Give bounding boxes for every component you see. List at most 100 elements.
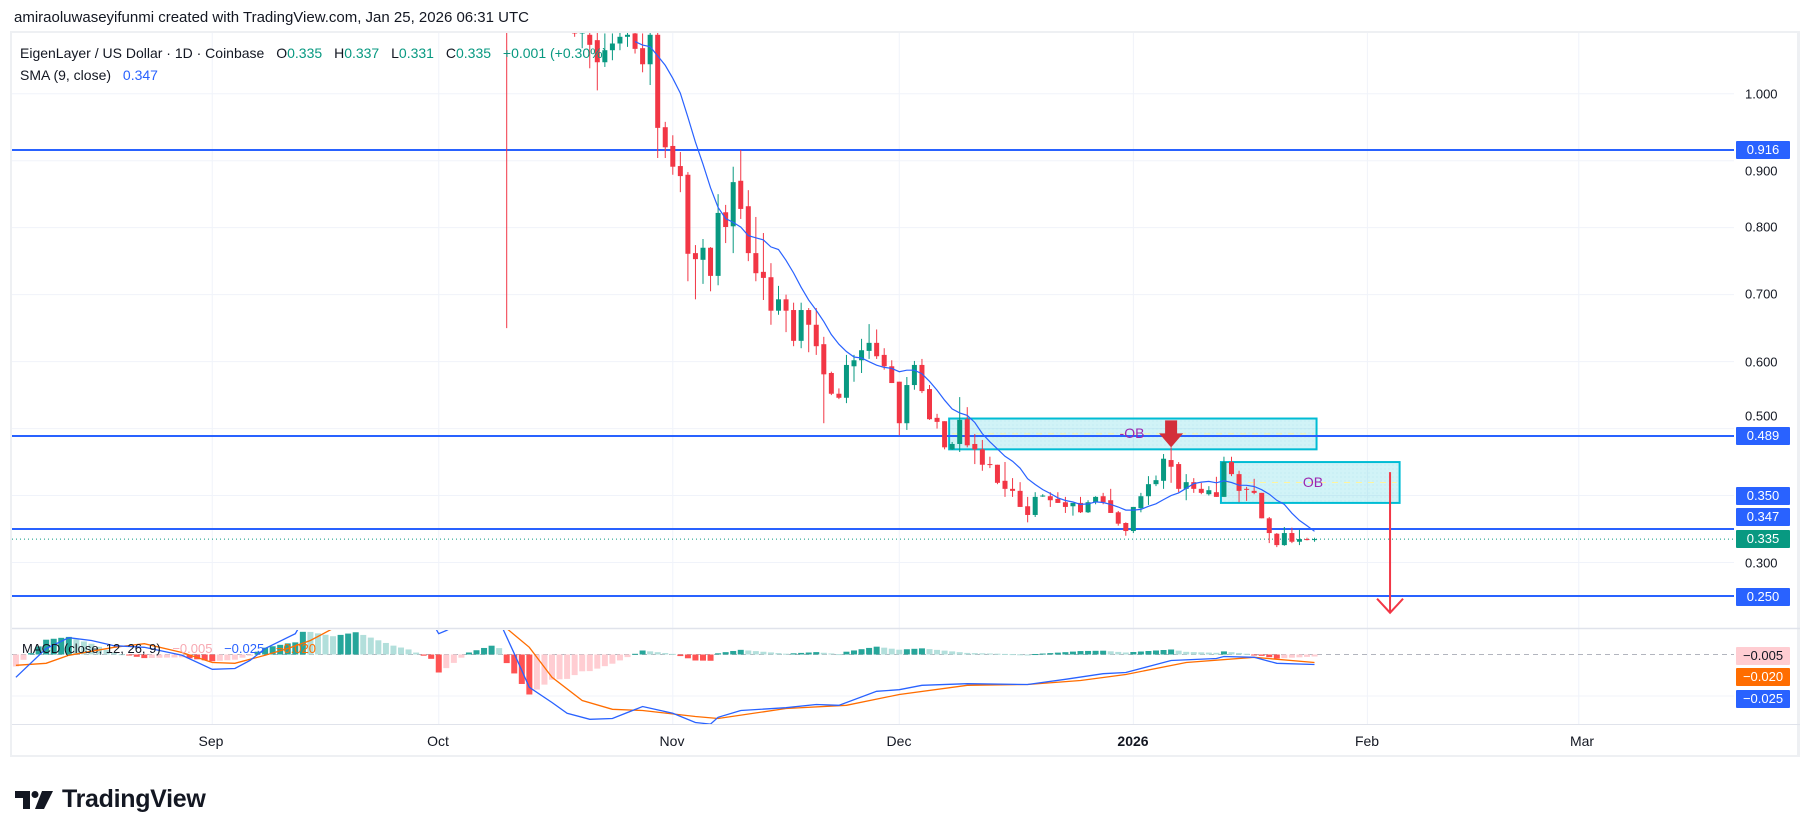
- sma-value: 0.347: [122, 67, 158, 83]
- macd-histogram-bar: [737, 649, 744, 655]
- candle-body: [979, 449, 985, 465]
- candle: [776, 285, 781, 315]
- macd-histogram-bar: [360, 634, 367, 655]
- candle-body: [587, 34, 593, 45]
- macd-histogram-bar: [277, 644, 284, 655]
- candle: [859, 338, 865, 373]
- candle: [738, 149, 744, 219]
- macd-histogram-bar: [934, 649, 941, 655]
- candle-body: [685, 174, 691, 254]
- candle: [828, 371, 834, 396]
- candle: [1236, 470, 1242, 503]
- macd-histogram-bar: [1175, 650, 1182, 655]
- macd-histogram-bar: [760, 651, 767, 655]
- level-label-0489: 0.489: [1736, 427, 1790, 445]
- candle: [1040, 494, 1046, 497]
- macd-histogram-label: −0.005: [1736, 647, 1790, 665]
- sma-legend[interactable]: SMA (9, close) 0.347: [20, 67, 158, 83]
- candle: [1108, 488, 1114, 513]
- macd-histogram-bar: [549, 654, 555, 680]
- macd-histogram-bar: [1002, 653, 1008, 655]
- candle-body: [1176, 464, 1182, 489]
- macd-histogram-bar: [314, 633, 321, 655]
- candle-body: [783, 299, 789, 311]
- macd-histogram-bar: [405, 649, 412, 655]
- candle-body: [1183, 482, 1189, 489]
- macd-signal-line: [15, 630, 1315, 720]
- candle-body: [994, 464, 1000, 483]
- symbol-legend[interactable]: EigenLayer / US Dollar · 1D · Coinbase O…: [20, 45, 607, 61]
- macd-histogram-bar: [556, 654, 563, 680]
- macd-histogram-bar: [971, 653, 978, 655]
- macd-histogram-bar: [1198, 652, 1205, 655]
- macd-histogram-bar: [80, 641, 87, 655]
- macd-histogram-bar: [767, 652, 774, 655]
- candle-body: [859, 350, 865, 361]
- candle-body: [1025, 506, 1031, 515]
- macd-histogram-bar: [96, 646, 102, 655]
- macd-histogram-bar: [1160, 650, 1167, 655]
- candle-body: [1032, 496, 1038, 515]
- macd-histogram-bar: [1288, 654, 1295, 658]
- macd-histogram-bar: [918, 648, 925, 655]
- macd-histogram-bar: [224, 654, 231, 661]
- candle-body: [655, 34, 661, 128]
- macd-legend[interactable]: MACD (close, 12, 26, 9) −0.005 −0.025 −0…: [22, 641, 316, 656]
- candle: [904, 377, 910, 430]
- sma-price-label: 0.347: [1736, 508, 1790, 526]
- macd-histogram-bar: [881, 647, 888, 655]
- symbol-title: EigenLayer / US Dollar · 1D · Coinbase: [20, 45, 265, 61]
- candle: [1047, 492, 1053, 507]
- macd-histogram-bar: [126, 654, 133, 656]
- candle-body: [572, 33, 578, 34]
- macd-histogram-bar: [994, 653, 1001, 655]
- macd-histogram-bar: [1273, 654, 1280, 659]
- macd-histogram-bar: [707, 654, 714, 661]
- macd-histogram-bar: [375, 640, 382, 655]
- macd-histogram-bar: [1077, 651, 1084, 655]
- macd-signal-value: −0.020: [275, 641, 316, 656]
- candles: [506, 33, 1318, 548]
- sma-layer: [634, 41, 1315, 532]
- macd-histogram-bar: [616, 654, 623, 661]
- macd-histogram-bar: [949, 651, 956, 655]
- candle-body: [866, 342, 872, 351]
- candle: [1266, 516, 1272, 544]
- candle-body: [942, 421, 948, 448]
- candle: [685, 172, 691, 282]
- candle: [1070, 502, 1076, 516]
- candle-body: [964, 419, 970, 446]
- candle: [1002, 462, 1008, 497]
- macd-histogram-bar: [465, 652, 472, 655]
- candle: [1115, 510, 1121, 526]
- candle: [896, 381, 902, 436]
- macd-histogram-bar: [632, 653, 639, 655]
- order-block-boxes: [948, 417, 1401, 504]
- candle: [1183, 474, 1189, 501]
- candle-body: [851, 360, 857, 367]
- candle: [934, 413, 940, 429]
- candle: [1312, 537, 1318, 542]
- macd-histogram-bar: [1085, 650, 1092, 655]
- candle-body: [1123, 523, 1129, 532]
- tradingview-logo[interactable]: TradingView: [15, 785, 206, 814]
- macd-histogram-bar: [1296, 654, 1303, 658]
- candle-body: [836, 393, 842, 398]
- macd-histogram-bar: [352, 632, 359, 655]
- macd-histogram-bar: [888, 648, 895, 655]
- time-label-oct: Oct: [427, 733, 449, 749]
- candle-body: [1229, 462, 1234, 475]
- macd-histogram-value: −0.005: [172, 641, 213, 656]
- candle: [889, 360, 895, 384]
- candle-body: [1070, 502, 1076, 507]
- candle-body: [1138, 496, 1144, 509]
- level-label-0350: 0.350: [1736, 487, 1790, 505]
- price-tick-0600: 0.600: [1745, 354, 1778, 370]
- candle-body: [609, 43, 615, 51]
- candle-body: [1161, 458, 1167, 481]
- time-label-feb: Feb: [1354, 733, 1380, 749]
- level-label-0250: 0.250: [1736, 588, 1790, 606]
- macd-histogram-bar: [1213, 652, 1220, 655]
- macd-histogram-bar: [307, 631, 314, 655]
